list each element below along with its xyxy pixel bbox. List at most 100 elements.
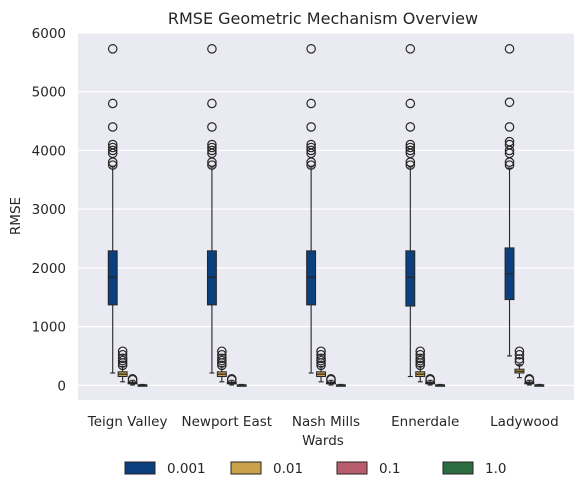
outlier-point bbox=[415, 349, 426, 360]
x-tick-label: Ladywood bbox=[490, 414, 558, 430]
box-1.0-ennerdale bbox=[435, 383, 446, 387]
legend-label: 0.001 bbox=[167, 461, 206, 477]
outlier-point bbox=[306, 160, 316, 170]
legend-label: 0.01 bbox=[273, 461, 303, 477]
legend-swatch bbox=[336, 461, 368, 475]
outlier-point bbox=[316, 353, 326, 364]
outlier-point bbox=[117, 355, 128, 366]
box-0.01-ennerdale bbox=[415, 346, 426, 383]
outlier-point bbox=[326, 374, 336, 384]
outlier-point bbox=[504, 122, 515, 132]
outlier-point bbox=[316, 360, 326, 371]
outlier-point bbox=[405, 44, 416, 54]
outlier-point bbox=[306, 44, 316, 54]
legend-item: 0.01 bbox=[230, 461, 303, 477]
y-tick-label: 5000 bbox=[32, 85, 66, 101]
box-0.001-teign-valley bbox=[107, 44, 118, 374]
outlier-point bbox=[316, 349, 326, 360]
outlier-point bbox=[117, 360, 128, 371]
x-tick-label: Ennerdale bbox=[391, 414, 459, 430]
outlier-point bbox=[217, 355, 227, 366]
x-tick-label: Teign Valley bbox=[87, 414, 168, 430]
box-1.0-nash-mills bbox=[335, 383, 346, 387]
outlier-point bbox=[207, 44, 217, 54]
y-tick-labels: 0 1000 2000 3000 4000 5000 6000 bbox=[32, 26, 66, 394]
y-tick-label: 4000 bbox=[32, 143, 66, 159]
outlier-point bbox=[107, 142, 118, 153]
outlier-point bbox=[316, 346, 326, 357]
y-tick-label: 2000 bbox=[32, 261, 66, 277]
box-0.1-newport-east bbox=[226, 374, 237, 386]
chart-title: RMSE Geometric Mechanism Overview bbox=[168, 9, 478, 28]
outlier-point bbox=[217, 360, 227, 371]
x-tick-labels: Teign Valley Newport East Nash Mills Ennerd… bbox=[87, 414, 559, 430]
outlier-point bbox=[415, 360, 426, 371]
outlier-point bbox=[207, 160, 217, 170]
outlier-point bbox=[207, 98, 217, 109]
box-0.001-nash-mills bbox=[306, 44, 317, 374]
box-0.1-ennerdale bbox=[425, 374, 436, 386]
outlier-point bbox=[415, 346, 426, 357]
x-tick-label: Nash Mills bbox=[292, 414, 360, 430]
grid-lines bbox=[78, 32, 574, 386]
legend-swatch bbox=[230, 461, 262, 475]
legend-item: 0.001 bbox=[124, 461, 206, 477]
box-0.01-teign-valley bbox=[117, 346, 128, 383]
y-axis-label: RMSE bbox=[8, 197, 24, 235]
outlier-point bbox=[306, 122, 316, 132]
legend-label: 0.1 bbox=[379, 461, 400, 477]
box-iqr bbox=[405, 250, 416, 307]
outlier-point bbox=[306, 139, 316, 150]
legend-item: 0.1 bbox=[336, 461, 400, 477]
outlier-point bbox=[117, 349, 128, 360]
outlier-point bbox=[217, 353, 227, 364]
outlier-point bbox=[415, 353, 426, 364]
outlier-point bbox=[207, 145, 217, 156]
outlier-point bbox=[107, 122, 118, 132]
outlier-point bbox=[217, 346, 227, 357]
outlier-point bbox=[107, 44, 118, 54]
outlier-point bbox=[514, 354, 525, 364]
legend-swatch bbox=[124, 461, 156, 475]
legend: 0.001 0.01 0.1 1.0 bbox=[124, 461, 506, 477]
outlier-point bbox=[316, 355, 326, 366]
outlier-point bbox=[405, 160, 416, 170]
outlier-point bbox=[405, 145, 416, 156]
x-tick-label: Newport East bbox=[182, 414, 273, 430]
box-0.01-nash-mills bbox=[316, 346, 326, 383]
box-0.001-ennerdale bbox=[405, 44, 416, 378]
outlier-point bbox=[306, 145, 316, 156]
outlier-point bbox=[217, 349, 227, 360]
outlier-point bbox=[127, 374, 138, 384]
box-0.001-newport-east bbox=[206, 44, 217, 374]
outlier-point bbox=[207, 122, 217, 132]
outlier-point bbox=[306, 142, 316, 153]
y-tick-label: 3000 bbox=[32, 202, 66, 218]
box-0.01-newport-east bbox=[216, 346, 227, 383]
outlier-point bbox=[405, 142, 416, 153]
outlier-point bbox=[207, 139, 217, 150]
box-1.0-ladywood bbox=[534, 383, 545, 387]
y-tick-label: 6000 bbox=[32, 26, 66, 42]
outlier-point bbox=[514, 346, 525, 357]
outlier-point bbox=[425, 374, 435, 384]
box-0.1-ladywood bbox=[524, 374, 535, 386]
box-1.0-teign-valley bbox=[137, 383, 148, 387]
outlier-point bbox=[514, 357, 525, 367]
plot-background bbox=[78, 33, 574, 400]
x-axis-label: Wards bbox=[302, 433, 344, 449]
outlier-point bbox=[504, 139, 515, 150]
box-series bbox=[107, 44, 545, 387]
outlier-point bbox=[504, 136, 515, 147]
outlier-point bbox=[405, 98, 416, 109]
outlier-point bbox=[504, 160, 515, 170]
box-0.1-nash-mills bbox=[326, 374, 336, 386]
y-tick-label: 1000 bbox=[32, 320, 66, 336]
box-0.1-teign-valley bbox=[127, 374, 138, 386]
outlier-point bbox=[107, 160, 118, 170]
outlier-point bbox=[415, 355, 426, 366]
outlier-point bbox=[207, 142, 217, 153]
outlier-point bbox=[107, 145, 118, 156]
